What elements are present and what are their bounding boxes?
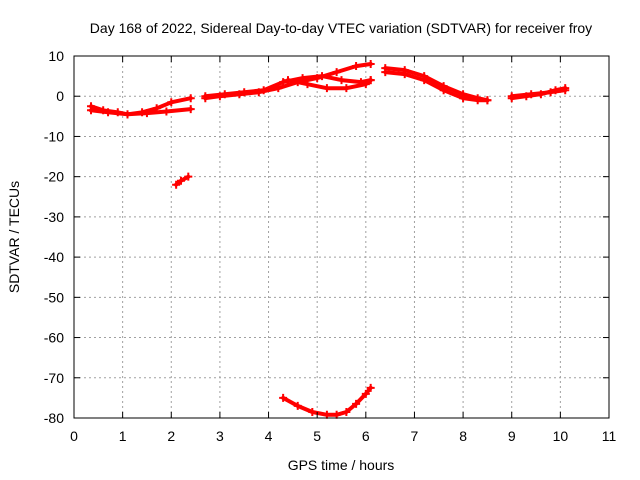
x-tick-label: 0 xyxy=(70,428,78,444)
ticks: 0 1 2 3 4 5 6 7 8 9 10 11 10 0 -10 -20 -30 -40 -50 -60 -70 -8… xyxy=(44,48,617,444)
x-tick-label: 6 xyxy=(362,428,370,444)
x-tick-label: 5 xyxy=(313,428,321,444)
series-line xyxy=(509,88,568,99)
data-point xyxy=(259,86,268,95)
data-point xyxy=(352,62,361,71)
x-tick-label: 11 xyxy=(602,428,617,444)
data-point xyxy=(201,92,210,101)
data-point xyxy=(527,90,536,99)
series-arc-2 xyxy=(87,105,195,119)
data-point xyxy=(561,86,570,95)
data-point xyxy=(104,108,113,117)
y-axis-title: SDTVAR / TECUs xyxy=(6,181,22,293)
y-tick-label: -80 xyxy=(44,410,64,426)
x-tick-label: 2 xyxy=(167,428,175,444)
data-point xyxy=(332,410,341,419)
data-point xyxy=(473,94,482,103)
data-point xyxy=(507,92,516,101)
data-point xyxy=(220,90,229,99)
x-tick-label: 9 xyxy=(508,428,516,444)
y-tick-label: -50 xyxy=(44,289,64,305)
data-point xyxy=(361,389,370,398)
data-point xyxy=(142,109,151,118)
data-point xyxy=(279,78,288,87)
data-point xyxy=(279,393,288,402)
y-tick-label: -20 xyxy=(44,169,64,185)
data-point xyxy=(123,110,132,119)
data-point xyxy=(298,74,307,83)
data-point xyxy=(293,401,302,410)
series-line xyxy=(281,385,373,417)
x-axis-title: GPS time / hours xyxy=(288,457,395,473)
series-arc-6 xyxy=(284,76,375,93)
x-tick-label: 1 xyxy=(119,428,127,444)
data-point xyxy=(186,105,195,114)
data-point xyxy=(337,76,346,85)
data-point xyxy=(381,64,390,73)
data-point xyxy=(342,407,351,416)
data-point xyxy=(366,60,375,69)
plot-frame xyxy=(73,55,610,419)
x-tick-label: 4 xyxy=(265,428,273,444)
data-point xyxy=(308,407,317,416)
data-point xyxy=(352,399,361,408)
data-point xyxy=(186,94,195,103)
chart-title: Day 168 of 2022, Sidereal Day-to-day VTE… xyxy=(90,20,592,36)
data-point xyxy=(318,72,327,81)
x-tick-label: 10 xyxy=(553,428,569,444)
data-point xyxy=(322,84,331,93)
y-tick-label: -40 xyxy=(44,249,64,265)
data-point xyxy=(322,410,331,419)
data-point xyxy=(240,88,249,97)
data-point xyxy=(483,96,492,105)
data-point xyxy=(177,176,185,185)
data-point xyxy=(172,180,181,189)
data-point xyxy=(400,66,409,75)
series-arc-7 xyxy=(279,383,375,419)
data-point xyxy=(459,90,468,99)
data-point xyxy=(162,107,171,116)
y-tick-label: -60 xyxy=(44,330,64,346)
data-point xyxy=(366,383,375,392)
data-point xyxy=(342,84,351,93)
data-point xyxy=(439,82,448,91)
x-tick-label: 7 xyxy=(411,428,419,444)
series-arc-11 xyxy=(507,86,570,101)
data-point xyxy=(284,76,292,85)
x-tick-label: 8 xyxy=(459,428,467,444)
data-point xyxy=(303,80,312,89)
y-tick-label: -10 xyxy=(44,128,64,144)
y-tick-label: -70 xyxy=(44,370,64,386)
series-layer xyxy=(87,60,570,419)
data-point xyxy=(361,80,370,89)
data-point xyxy=(332,68,341,77)
data-point xyxy=(167,98,176,107)
data-point xyxy=(184,172,193,181)
data-point xyxy=(87,106,96,115)
data-point xyxy=(420,72,429,81)
data-point xyxy=(366,76,375,85)
series-arc-9 xyxy=(381,64,492,105)
y-tick-label: 0 xyxy=(56,88,64,104)
series-arc-3 xyxy=(172,172,193,189)
data-point xyxy=(546,88,555,97)
y-tick-label: 10 xyxy=(48,48,64,64)
y-tick-label: -30 xyxy=(44,209,64,225)
x-tick-label: 3 xyxy=(216,428,224,444)
